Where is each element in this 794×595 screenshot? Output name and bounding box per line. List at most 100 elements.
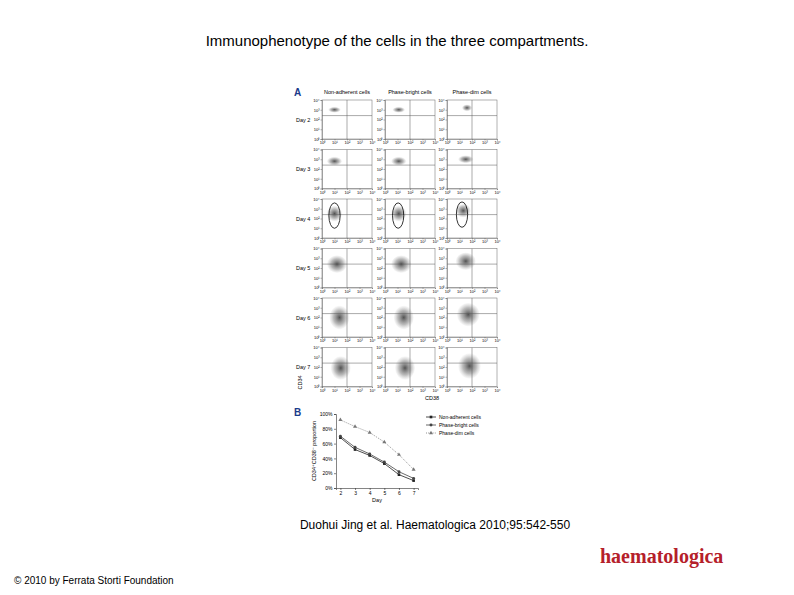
tick-label: 10² xyxy=(408,289,414,294)
tick-mark xyxy=(384,278,386,279)
tick: 10² xyxy=(314,216,322,221)
tick: 10¹ xyxy=(457,139,463,145)
cell-cloud xyxy=(328,107,341,113)
tick: 10⁰ xyxy=(445,288,451,294)
tick-label: 10² xyxy=(314,266,320,271)
quadrant-line xyxy=(447,115,497,116)
plot-frame xyxy=(385,199,435,238)
tick-label: 10⁰ xyxy=(314,335,320,340)
tick-label: 10² xyxy=(345,239,351,244)
tick-mark xyxy=(384,189,386,190)
tick-mark xyxy=(384,348,386,349)
tick: 10⁰ xyxy=(320,139,326,145)
plot-frame xyxy=(322,100,372,139)
plot-marks xyxy=(338,418,415,482)
tick-label: 10³ xyxy=(420,338,426,343)
tick: 4 xyxy=(369,488,372,496)
axis: 10⁰10¹10²10³10⁴ xyxy=(376,98,385,142)
tick-label: 10⁴ xyxy=(313,147,319,152)
tick: 10² xyxy=(314,365,322,370)
quadrant-line xyxy=(472,100,473,139)
tick-label: 10¹ xyxy=(377,375,383,380)
gate xyxy=(456,202,467,227)
tick-mark xyxy=(446,348,448,349)
axis-line xyxy=(321,249,323,288)
tick: 10⁴ xyxy=(313,197,322,202)
tick-mark xyxy=(384,357,386,358)
tick-mark xyxy=(446,377,448,378)
tick: 10² xyxy=(314,266,322,271)
tick-mark xyxy=(446,169,448,170)
tick-label: 10² xyxy=(470,388,476,393)
tick: 10⁰ xyxy=(377,335,385,340)
tick-label: 10¹ xyxy=(457,140,463,145)
tick-mark xyxy=(446,268,448,269)
axis: 10⁰10¹10²10³10⁴ xyxy=(445,337,501,343)
tick: 10¹ xyxy=(314,177,322,182)
tick: 10⁰ xyxy=(377,384,385,389)
tick-mark xyxy=(321,238,323,239)
legend: Non-adherent cellsPhase-bright cellsPhas… xyxy=(426,414,481,436)
plot-frame xyxy=(385,348,435,387)
tick-mark xyxy=(384,238,386,239)
tick-label: 10⁰ xyxy=(377,384,383,389)
tick-label: 10² xyxy=(439,365,445,370)
tick-label: 10¹ xyxy=(332,338,338,343)
tick-mark xyxy=(334,473,336,474)
tick: 80% xyxy=(322,426,336,432)
tick: 2 xyxy=(340,488,343,496)
tick-label: 10⁴ xyxy=(376,345,382,350)
tick-label: 10⁴ xyxy=(376,296,382,301)
tick-label: 10⁴ xyxy=(494,140,500,145)
tick-mark xyxy=(446,318,448,319)
flow-plot: 10⁰10¹10²10³10⁴10⁰10¹10²10³10⁴ xyxy=(376,197,439,245)
legend-marker xyxy=(430,424,433,427)
tick-label: 10³ xyxy=(357,140,363,145)
cell-cloud xyxy=(330,306,350,329)
quadrant-line xyxy=(447,214,497,215)
tick: 10⁴ xyxy=(432,288,438,294)
tick: 10² xyxy=(439,365,447,370)
axis-title: CD38 xyxy=(425,395,439,401)
tick: 10⁴ xyxy=(438,246,447,251)
plot-marks xyxy=(447,348,497,387)
tick-label: 10² xyxy=(408,338,414,343)
flow-plot: 10⁰10¹10²10³10⁴10⁰10¹10²10³10⁴ xyxy=(313,147,376,195)
tick-label: 10⁴ xyxy=(494,388,500,393)
tick-label: 10³ xyxy=(314,256,320,261)
tick-label: 10⁰ xyxy=(439,236,445,241)
tick-mark xyxy=(321,348,323,349)
flow-plot: 10⁰10¹10²10³10⁴10⁰10¹10²10³10⁴ xyxy=(376,98,439,146)
tick-label: 5 xyxy=(383,490,386,496)
cell-cloud xyxy=(391,157,406,166)
tick-mark xyxy=(384,179,386,180)
tick: 10⁰ xyxy=(377,137,385,142)
legend-line xyxy=(426,425,436,426)
plot-marks xyxy=(385,249,435,288)
tick: 10² xyxy=(377,167,385,172)
tick: 10¹ xyxy=(377,276,385,281)
tick: 10³ xyxy=(420,139,426,145)
tick: 10³ xyxy=(439,306,447,311)
tick-label: 10⁴ xyxy=(494,190,500,195)
tick-label: 10⁰ xyxy=(445,140,451,145)
row-label: Day 2 xyxy=(296,117,310,123)
tick: 10⁴ xyxy=(376,197,385,202)
tick-label: 10² xyxy=(470,338,476,343)
axis: 10⁰10¹10²10³10⁴ xyxy=(438,345,447,389)
tick-label: 10⁰ xyxy=(445,239,451,244)
tick-label: 10³ xyxy=(377,355,383,360)
tick: 10⁰ xyxy=(383,238,389,244)
tick-label: 10³ xyxy=(314,108,320,113)
tick-label: 10⁰ xyxy=(314,137,320,142)
tick-label: 10² xyxy=(345,140,351,145)
tick-mark xyxy=(384,258,386,259)
tick: 10⁴ xyxy=(369,238,375,244)
row-label: Day 4 xyxy=(296,216,310,222)
quadrant-line xyxy=(322,214,372,215)
series-line xyxy=(340,420,413,470)
tick-label: 10⁴ xyxy=(438,345,444,350)
tick: 10¹ xyxy=(332,238,338,244)
flow-plot: 10⁰10¹10²10³10⁴10⁰10¹10²10³10⁴ xyxy=(438,197,501,245)
tick-mark xyxy=(321,228,323,229)
